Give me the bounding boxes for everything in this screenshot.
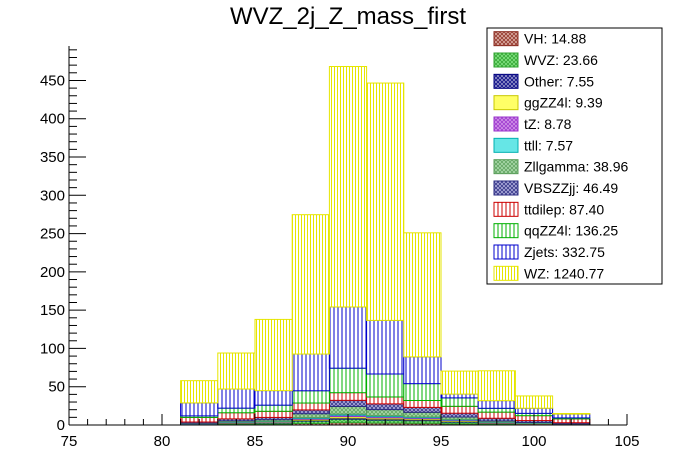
bar-zjets-3 [291, 353, 330, 392]
x-tick-label: 105 [614, 433, 639, 450]
bar-vbszzjj-7 [440, 412, 479, 418]
y-tick-label: 250 [40, 226, 65, 243]
bar-wz-6 [403, 232, 442, 358]
y-tick-label: 400 [40, 111, 65, 128]
bar-wz-4 [328, 66, 368, 308]
legend-label-vbszzjj: VBSZZjj: 46.49 [524, 180, 618, 196]
legend-swatch-zjets [493, 244, 519, 260]
legend-swatch-wvz [493, 52, 519, 68]
bar-ttdilep-6 [403, 399, 442, 408]
legend-label-qqzz4l: qqZZ4l: 136.25 [524, 223, 618, 239]
x-tick-label: 80 [154, 433, 171, 450]
bar-qqzz4l-5 [366, 373, 405, 398]
bar-zjets-2 [254, 390, 293, 406]
bar-qqzz4l-6 [403, 383, 442, 401]
x-tick-label: 75 [61, 433, 78, 450]
legend-swatch-ttdilep [493, 201, 519, 217]
bar-ttdilep-8 [477, 411, 516, 419]
legend-swatch-ttll [493, 137, 519, 153]
bar-ttdilep-2 [254, 410, 293, 418]
bar-ttdilep-7 [440, 405, 479, 414]
legend-label-zjets: Zjets: 332.75 [524, 244, 605, 260]
legend-label-wz: WZ: 1240.77 [524, 265, 604, 281]
bar-zjets-9 [514, 407, 554, 414]
bar-wz-1 [217, 352, 256, 390]
bar-zjets-6 [403, 356, 442, 385]
bar-qqzz4l-8 [477, 407, 516, 413]
bar-vbszzjj-5 [366, 403, 405, 411]
legend-label-ttdilep: ttdilep: 87.40 [524, 201, 604, 217]
legend-swatch-ggzz4l [493, 95, 519, 111]
axes: 75 80 85 90 95 100 105 0 50 100 150 200 250 300 350 400… [40, 46, 640, 450]
y-tick-label: 200 [40, 264, 65, 281]
bar-ttdilep-1 [217, 412, 256, 420]
chart-title: WVZ_2j_Z_mass_first [230, 3, 466, 30]
y-tick-label: 100 [40, 340, 65, 357]
legend-swatch-wz [493, 265, 519, 281]
bar-zjets-4 [328, 306, 368, 369]
bar-wz-9 [514, 395, 554, 409]
bar-wz-2 [254, 318, 293, 392]
bar-zjets-0 [180, 402, 219, 417]
bar-ttdilep-3 [291, 402, 330, 411]
y-tick-label: 450 [40, 72, 65, 89]
legend-swatch-tz [493, 116, 519, 132]
bar-zjets-5 [366, 319, 405, 375]
legend-label-ggzz4l: ggZZ4l: 9.39 [524, 95, 603, 111]
bar-zllgamma-3 [291, 413, 330, 419]
legend: VH: 14.88 WVZ: 23.66 Other: 7.55 ggZZ4l: 9.… [486, 27, 663, 285]
legend-swatch-vh [493, 31, 519, 47]
bar-qqzz4l-4 [328, 367, 368, 394]
legend-box [486, 27, 663, 285]
stacked-histogram [180, 66, 591, 426]
bar-zjets-1 [217, 388, 256, 409]
bar-vbszzjj-6 [403, 406, 442, 413]
bar-ttdilep-5 [366, 396, 405, 405]
bar-wz-0 [180, 380, 219, 404]
bar-qqzz4l-1 [217, 407, 256, 414]
bar-zjets-8 [477, 400, 516, 409]
legend-label-vh: VH: 14.88 [524, 31, 586, 47]
series-wz [180, 66, 591, 415]
bar-ttdilep-4 [328, 392, 368, 401]
bar-wz-8 [477, 370, 516, 402]
y-tick-label: 50 [48, 379, 65, 396]
y-tick-label: 350 [40, 149, 65, 166]
bar-wz-3 [291, 214, 330, 355]
bar-qqzz4l-2 [254, 404, 293, 412]
legend-label-zllgamma: Zllgamma: 38.96 [524, 159, 628, 175]
bar-wz-5 [366, 82, 405, 321]
legend-swatch-vbszzjj [493, 180, 519, 196]
series-qqzz4l [180, 367, 591, 420]
bar-vbszzjj-4 [328, 399, 368, 407]
series-zjets [180, 306, 591, 419]
x-tick-label: 90 [340, 433, 357, 450]
y-tick-label: 150 [40, 302, 65, 319]
bar-zllgamma-5 [366, 409, 405, 417]
legend-swatch-qqzz4l [493, 223, 519, 239]
legend-label-ttll: ttll: 7.57 [524, 137, 573, 153]
legend-label-wvz: WVZ: 23.66 [524, 52, 598, 68]
x-tick-label: 85 [247, 433, 264, 450]
y-tick-label: 0 [57, 417, 65, 434]
legend-swatch-zllgamma [493, 159, 519, 175]
bar-vbszzjj-3 [291, 409, 330, 415]
x-tick-label: 100 [521, 433, 546, 450]
x-tick-label: 95 [433, 433, 450, 450]
bar-wz-7 [440, 370, 479, 395]
bar-zllgamma-6 [403, 411, 442, 418]
legend-label-other: Other: 7.55 [524, 73, 594, 89]
bar-zllgamma-4 [328, 405, 368, 415]
legend-label-tz: tZ: 8.78 [524, 116, 572, 132]
legend-swatch-other [493, 73, 519, 89]
bar-zjets-7 [440, 393, 479, 399]
bar-zjets-10 [552, 413, 591, 419]
bar-qqzz4l-7 [440, 397, 479, 407]
y-tick-label: 300 [40, 187, 65, 204]
bar-qqzz4l-3 [291, 390, 330, 404]
bar-wz-10 [552, 412, 591, 415]
